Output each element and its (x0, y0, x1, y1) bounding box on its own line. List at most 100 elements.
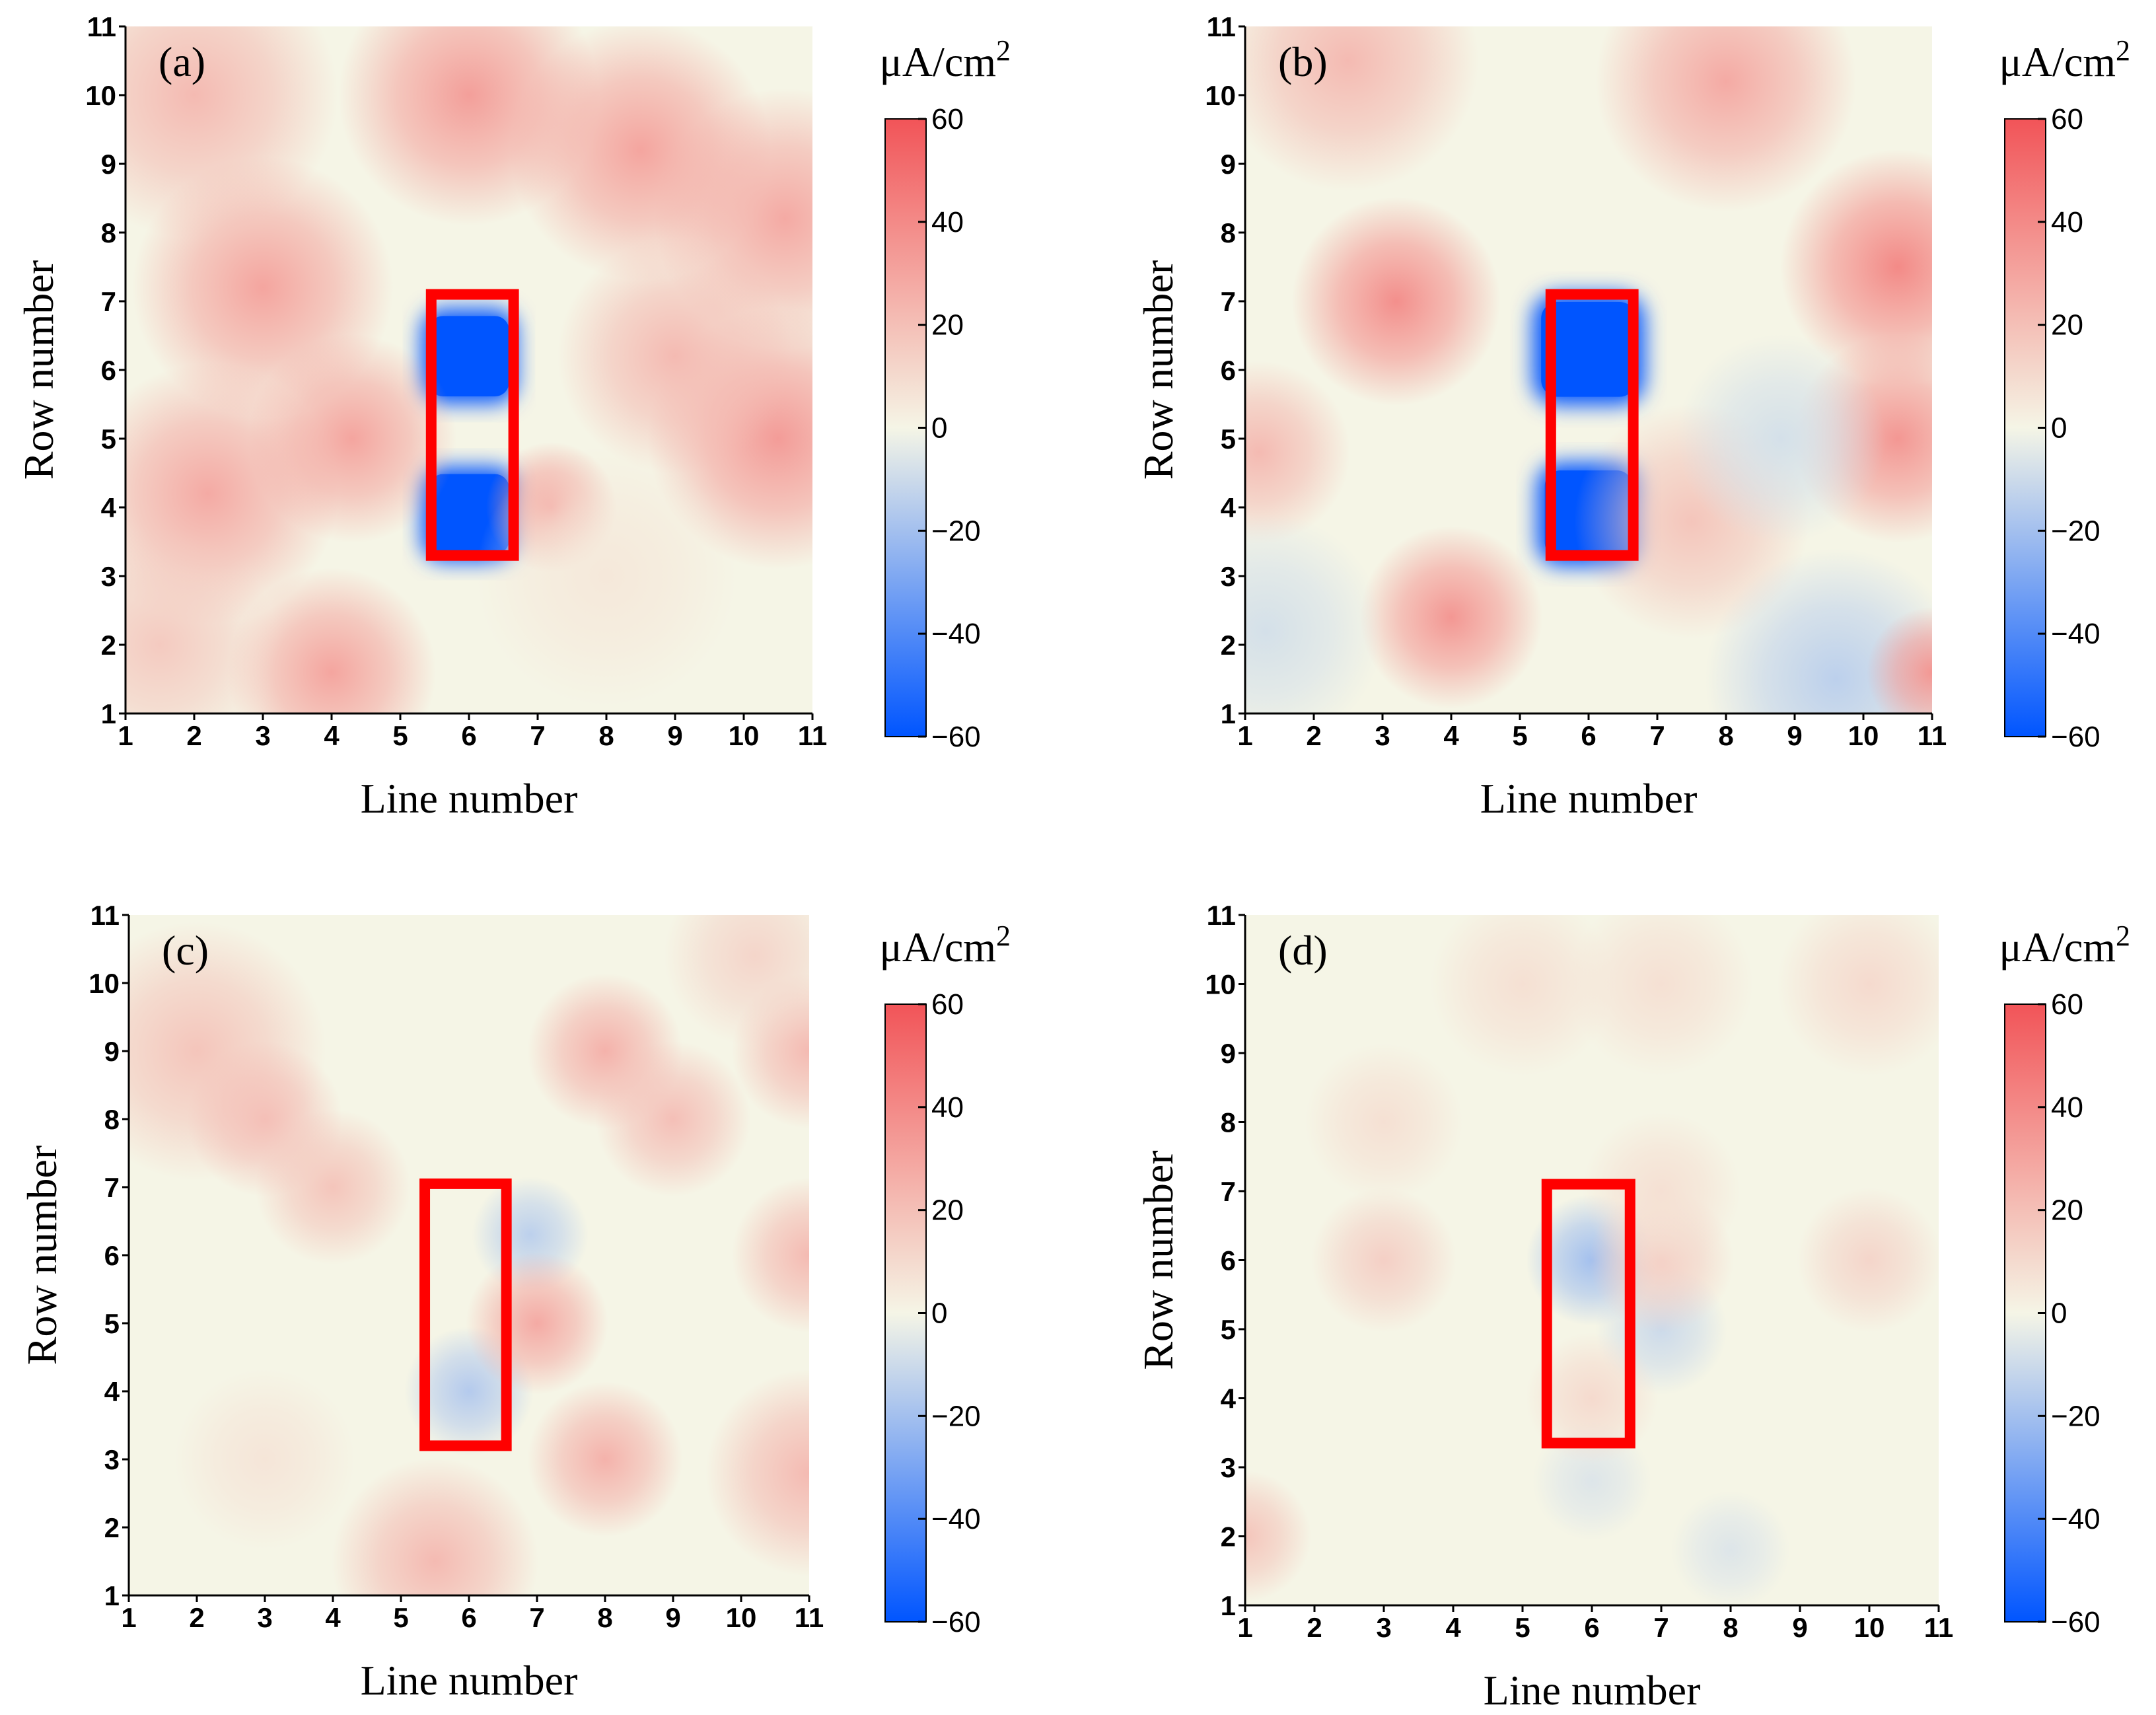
heatmap-feature (1797, 1188, 1939, 1332)
y-tick-label: 7 (1221, 1176, 1236, 1207)
x-tick-label: 9 (665, 1602, 680, 1633)
x-tick-label: 10 (726, 1602, 757, 1633)
colorbar-tick-label: 40 (931, 1091, 964, 1124)
heatmap-feature (331, 1457, 539, 1595)
heatmap-feature (731, 1177, 809, 1333)
heatmap-feature (1676, 334, 1886, 544)
x-tick-label: 7 (1649, 720, 1665, 751)
y-tick-label: 6 (101, 355, 116, 386)
y-tick-label: 5 (1221, 423, 1236, 455)
x-tick-label: 1 (1237, 1612, 1252, 1643)
y-tick-label: 2 (104, 1512, 120, 1543)
x-tick-label: 8 (1718, 720, 1733, 751)
colorbar-tick-label: −20 (2051, 1400, 2101, 1432)
highlight-rectangle (425, 289, 519, 561)
x-tick-label: 1 (1237, 720, 1252, 751)
y-tick-label: 9 (101, 149, 116, 180)
highlight-rectangle (1545, 289, 1639, 561)
colorbar-tick-label: −20 (931, 1400, 981, 1432)
panel-label: (a) (159, 38, 205, 85)
colorbar-tick-label: −40 (2051, 618, 2101, 650)
x-tick-label: 7 (1653, 1612, 1669, 1643)
heatmap-feature (1291, 196, 1501, 406)
y-tick-label: 1 (101, 698, 116, 729)
colorbar-unit-label: μA/cm2 (1999, 920, 2131, 970)
heatmap-feature-core (429, 316, 509, 396)
heatmap-feature (466, 1252, 608, 1395)
colorbar-tick-label: 20 (2051, 309, 2083, 342)
colorbar-tick-label: 0 (2051, 412, 2067, 445)
heatmap-feature (248, 334, 457, 544)
colorbar-unit-label: μA/cm2 (880, 920, 1011, 970)
y-tick-label: 4 (1221, 492, 1237, 523)
y-tick-label: 10 (85, 80, 116, 111)
heatmap-feature (1245, 1471, 1311, 1602)
x-tick-label: 10 (1848, 720, 1879, 751)
x-tick-label: 10 (1854, 1612, 1885, 1643)
x-tick-label: 1 (118, 720, 133, 751)
heatmap-feature (1245, 26, 1479, 192)
colorbar-tick-label: 60 (2051, 103, 2083, 135)
x-tick-label: 4 (1445, 1612, 1461, 1643)
y-tick-label: 4 (1221, 1383, 1237, 1414)
panel-label: (c) (162, 927, 209, 974)
y-axis-title: Row number (18, 1146, 65, 1365)
y-tick-label: 8 (1221, 217, 1236, 248)
x-tick-label: 4 (325, 1602, 341, 1633)
x-tick-label: 10 (729, 720, 760, 751)
y-tick-label: 11 (90, 900, 120, 931)
heatmap-feature (557, 238, 793, 474)
y-tick-label: 3 (101, 561, 116, 592)
x-tick-label: 5 (1515, 1612, 1530, 1643)
y-tick-label: 9 (104, 1036, 120, 1067)
x-tick-label: 5 (1512, 720, 1527, 751)
colorbar-tick-label: −20 (931, 515, 981, 547)
x-tick-label: 8 (598, 720, 614, 751)
x-tick-label: 3 (1376, 1612, 1391, 1643)
x-tick-label: 2 (1307, 1612, 1322, 1643)
x-tick-label: 3 (255, 720, 270, 751)
x-axis-title: Line number (1484, 1667, 1701, 1714)
x-tick-label: 4 (324, 720, 340, 751)
heatmap-feature (174, 1369, 355, 1550)
y-axis-title: Row number (1135, 1150, 1182, 1369)
heatmap-feature (1430, 915, 1615, 1076)
y-tick-label: 4 (104, 1376, 120, 1407)
colorbar-tick-label: 60 (2051, 988, 2083, 1021)
x-tick-label: 1 (121, 1602, 136, 1633)
y-tick-label: 1 (104, 1580, 120, 1611)
heatmap-feature-core (1541, 301, 1636, 397)
y-tick-label: 11 (1207, 900, 1236, 931)
heatmap-feature (1311, 1188, 1456, 1332)
heatmap-feature (527, 1381, 683, 1537)
x-tick-label: 2 (186, 720, 201, 751)
x-tick-label: 9 (1787, 720, 1802, 751)
x-tick-label: 5 (392, 720, 408, 751)
y-tick-label: 8 (101, 217, 116, 248)
y-tick-label: 7 (1221, 286, 1236, 317)
colorbar-tick-label: −60 (931, 1606, 981, 1638)
y-tick-label: 2 (101, 630, 116, 661)
x-tick-label: 6 (1581, 720, 1596, 751)
x-tick-label: 8 (1723, 1612, 1738, 1643)
colorbar-tick-label: −60 (931, 721, 981, 753)
x-tick-label: 11 (795, 1602, 824, 1633)
heatmap-feature (1777, 915, 1939, 1076)
x-tick-label: 5 (393, 1602, 408, 1633)
x-tick-label: 11 (1924, 1612, 1953, 1643)
highlight-rectangle (1541, 1179, 1635, 1449)
heatmap-feature (1305, 1043, 1463, 1201)
y-tick-label: 8 (1221, 1107, 1236, 1138)
colorbar-tick-label: 40 (931, 206, 964, 238)
colorbar-tick-label: −40 (931, 618, 981, 650)
y-tick-label: 9 (1221, 149, 1236, 180)
y-tick-label: 7 (101, 286, 116, 317)
y-tick-label: 5 (104, 1308, 120, 1339)
x-axis-title: Line number (361, 775, 578, 822)
colorbar-tick-label: 0 (931, 412, 947, 445)
heatmap-a (126, 26, 812, 713)
colorbar-tick-label: −40 (2051, 1503, 2101, 1535)
